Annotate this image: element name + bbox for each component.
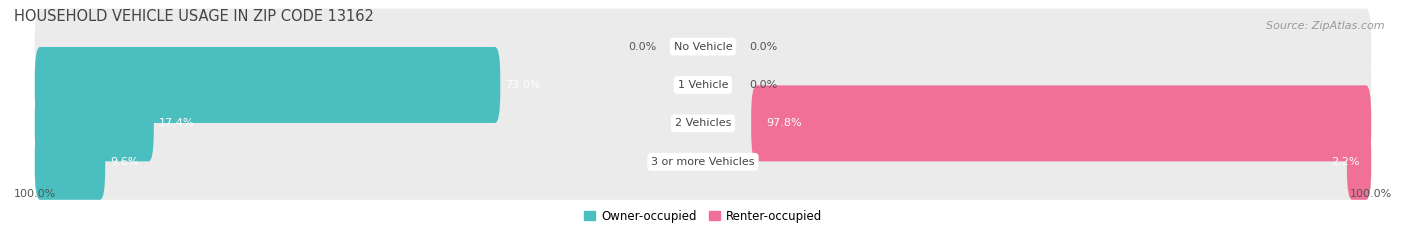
Text: 2 Vehicles: 2 Vehicles (675, 118, 731, 128)
Text: 1 Vehicle: 1 Vehicle (678, 80, 728, 90)
FancyBboxPatch shape (35, 85, 1371, 161)
Text: 9.6%: 9.6% (110, 157, 138, 167)
FancyBboxPatch shape (35, 124, 1371, 200)
Text: No Vehicle: No Vehicle (673, 41, 733, 51)
Text: 0.0%: 0.0% (749, 80, 778, 90)
Legend: Owner-occupied, Renter-occupied: Owner-occupied, Renter-occupied (583, 210, 823, 223)
Text: 2.2%: 2.2% (1331, 157, 1360, 167)
Text: 100.0%: 100.0% (14, 189, 56, 199)
FancyBboxPatch shape (35, 124, 105, 200)
Text: 100.0%: 100.0% (1350, 189, 1392, 199)
FancyBboxPatch shape (35, 47, 1371, 123)
Text: 97.8%: 97.8% (766, 118, 801, 128)
Text: 3 or more Vehicles: 3 or more Vehicles (651, 157, 755, 167)
FancyBboxPatch shape (751, 85, 1371, 161)
FancyBboxPatch shape (35, 9, 1371, 85)
FancyBboxPatch shape (35, 85, 153, 161)
Text: HOUSEHOLD VEHICLE USAGE IN ZIP CODE 13162: HOUSEHOLD VEHICLE USAGE IN ZIP CODE 1316… (14, 9, 374, 24)
Text: 17.4%: 17.4% (159, 118, 194, 128)
Text: 0.0%: 0.0% (628, 41, 657, 51)
FancyBboxPatch shape (1347, 124, 1371, 200)
FancyBboxPatch shape (35, 47, 501, 123)
Text: 73.0%: 73.0% (505, 80, 540, 90)
Text: Source: ZipAtlas.com: Source: ZipAtlas.com (1267, 21, 1385, 31)
Text: 0.0%: 0.0% (749, 41, 778, 51)
